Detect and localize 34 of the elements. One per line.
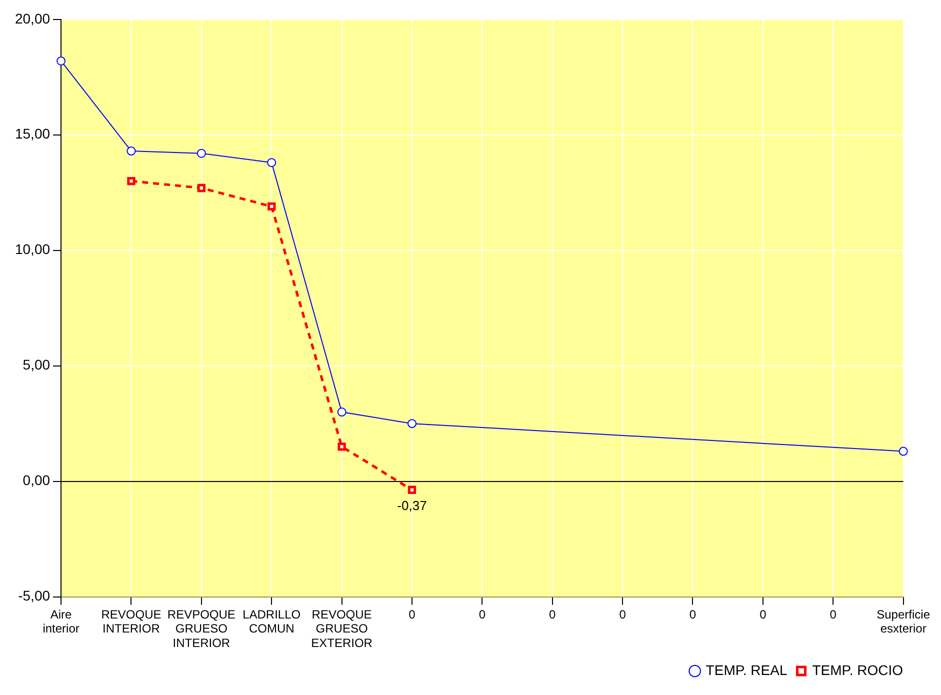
y-tick-label: 15,00 [14, 126, 50, 142]
x-tick-label: 0 [689, 607, 696, 622]
x-tick-label: 0 [408, 607, 416, 622]
y-tick-label: 0,00 [22, 472, 50, 488]
x-tick-label: Aire interior [42, 607, 80, 636]
point [126, 146, 136, 156]
y-tick-label: 5,00 [22, 356, 50, 373]
point [407, 419, 416, 428]
y-tick-label: 20,00 [14, 10, 50, 26]
x-tick-label: Superficie esxterior [876, 607, 930, 636]
legend-label: TEMP. ROCIO [812, 662, 904, 678]
x-tick-label: REVOQUE INTERIOR [101, 607, 162, 636]
point [408, 486, 416, 494]
point [898, 446, 908, 456]
x-tick-label: 0 [760, 607, 767, 622]
x-tick-label: 0 [619, 607, 626, 622]
x-tick-label: 0 [830, 607, 837, 622]
y-tick-label: -5,00 [18, 588, 50, 604]
point [337, 408, 346, 417]
point [338, 442, 346, 451]
x-tick-label: 0 [478, 607, 486, 622]
point [197, 184, 206, 192]
point [127, 176, 136, 186]
x-tick-label: 0 [549, 607, 556, 622]
x-tick-label: LADRILLO COMUN [242, 607, 301, 636]
legend-label: TEMP. REAL [706, 662, 788, 678]
x-tick-label: REVPOQUE GRUESO INTERIOR [167, 607, 236, 650]
data-label: -0,37 [397, 498, 427, 513]
point [196, 148, 206, 158]
point [56, 56, 66, 66]
y-tick-label: 10,00 [14, 241, 50, 258]
point [267, 158, 276, 168]
point [268, 202, 276, 211]
x-tick-label: REVOQUE GRUESO EXTERIOR [311, 607, 373, 650]
